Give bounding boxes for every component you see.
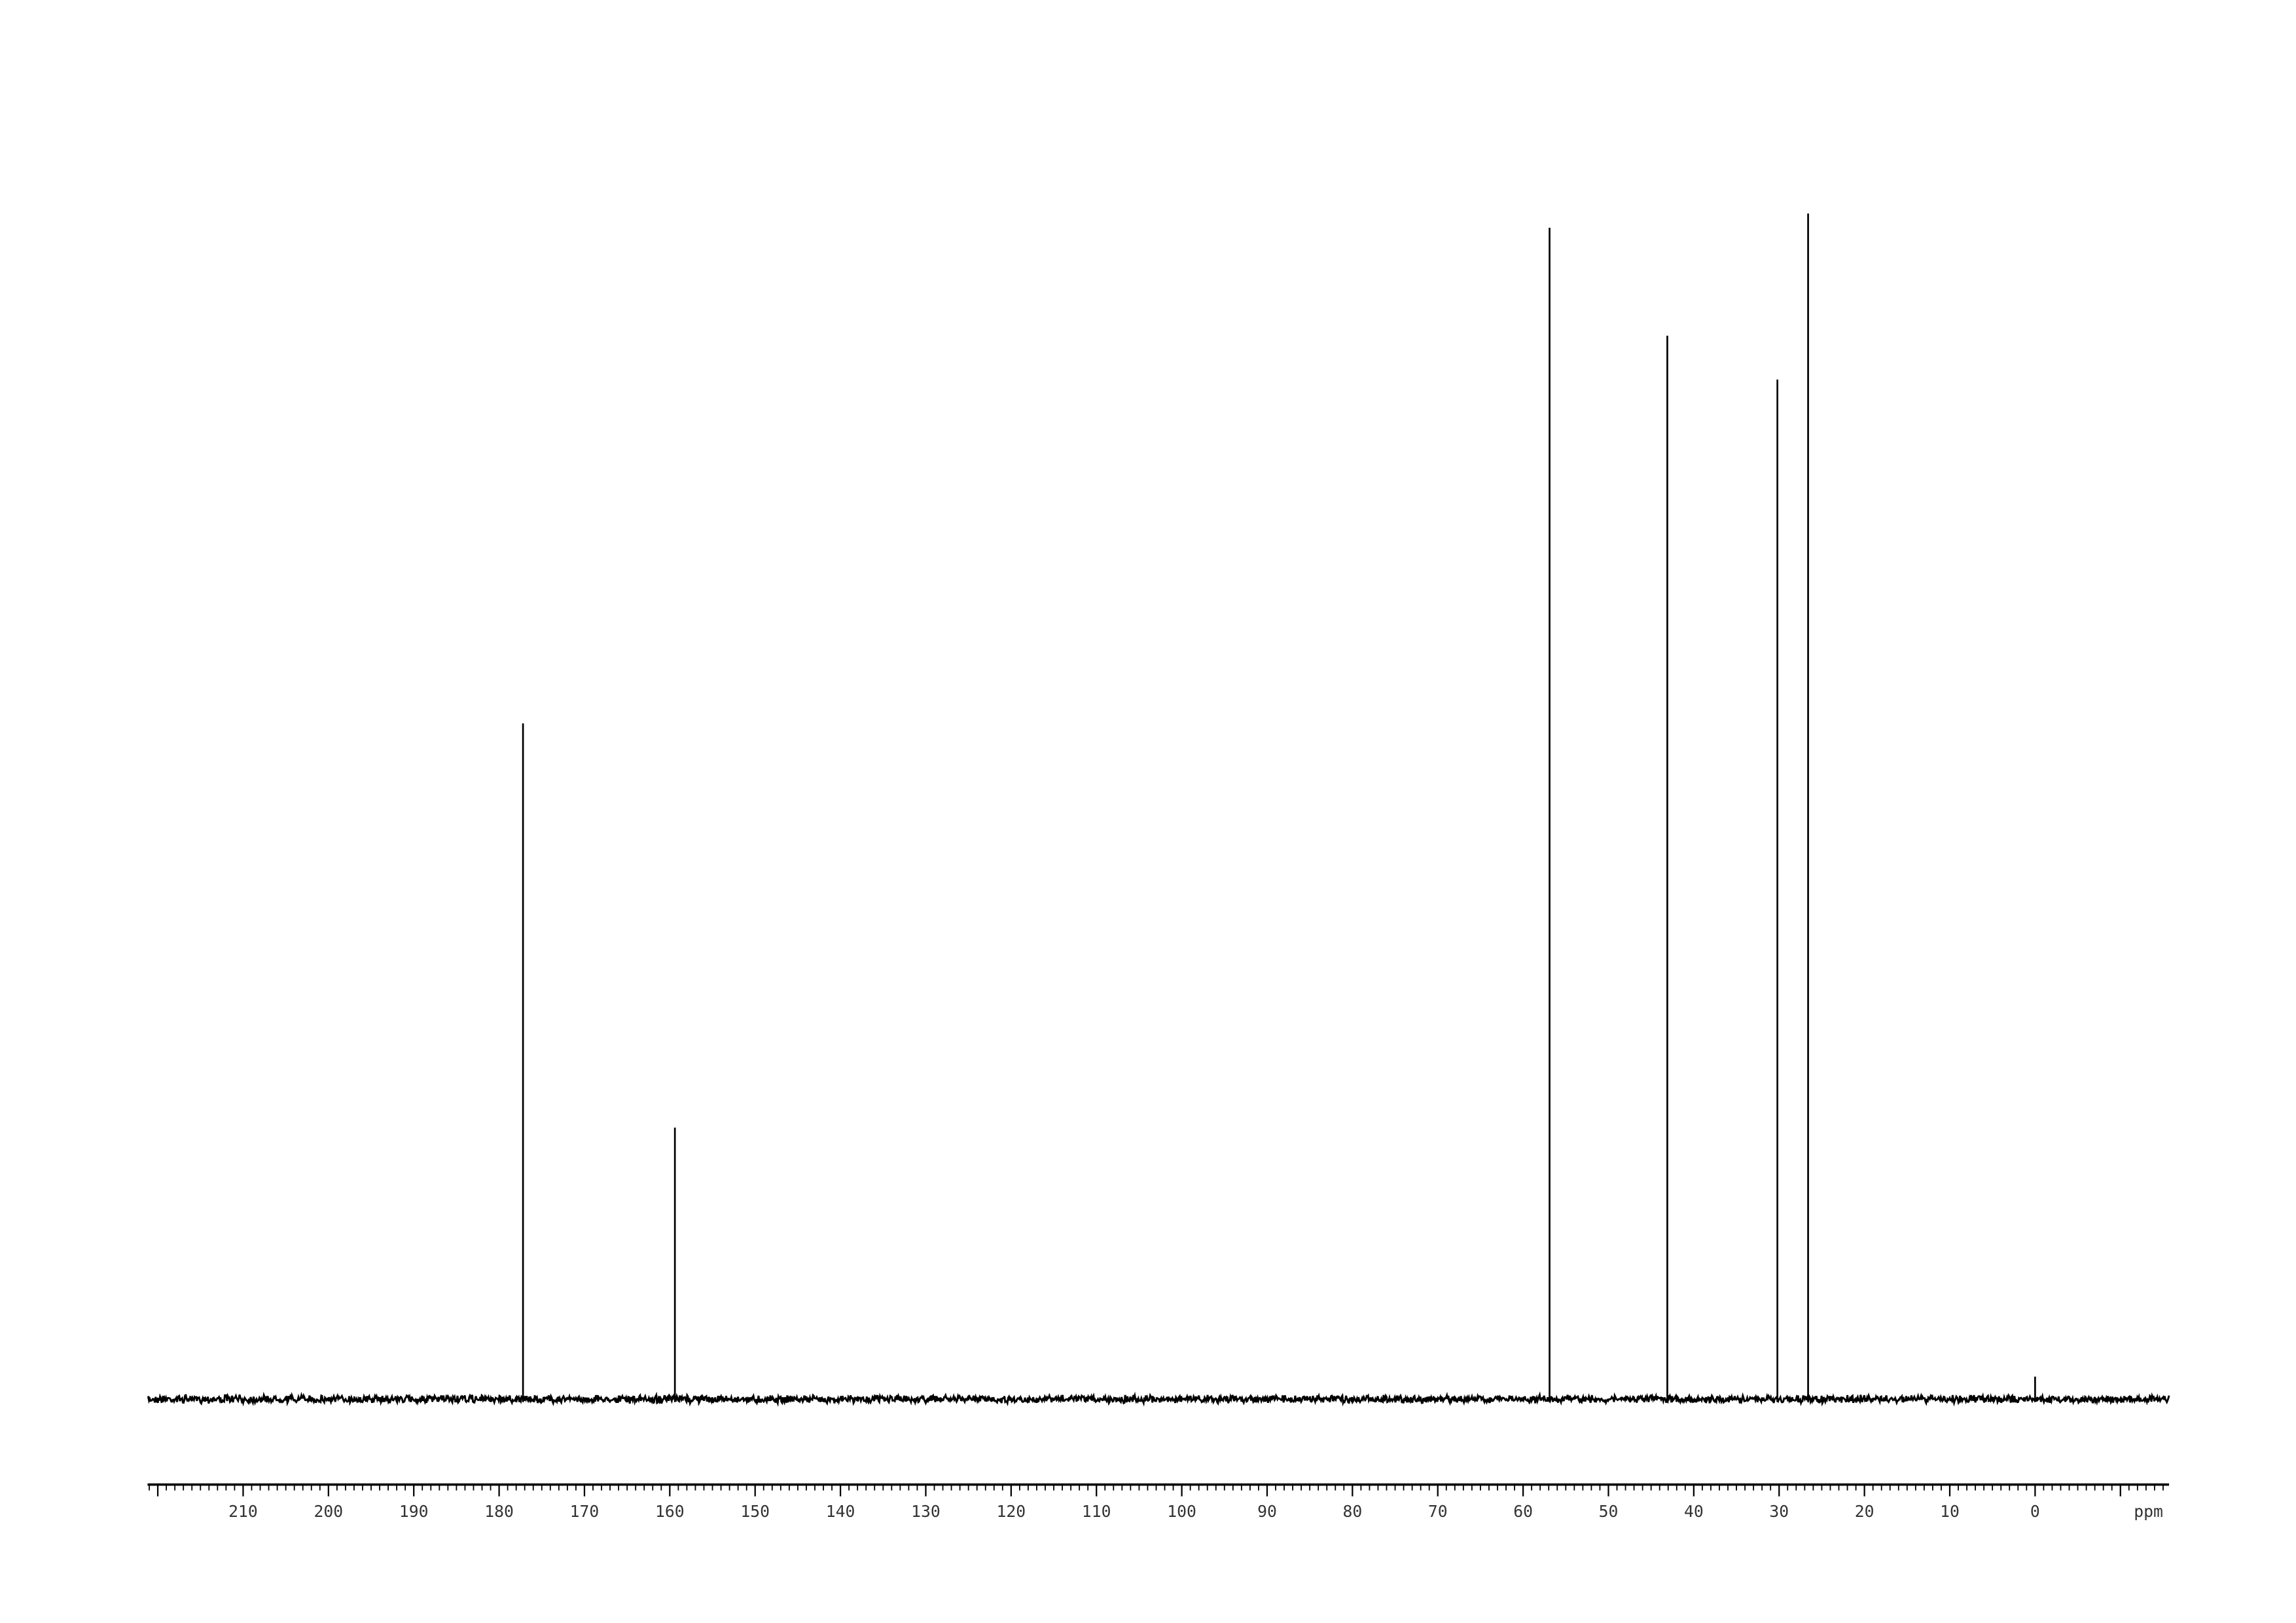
tick-label-70: 70 [1428, 1502, 1448, 1521]
tick-label-0: 0 [2030, 1502, 2040, 1521]
tick-label-90: 90 [1257, 1502, 1277, 1521]
tick-label-30: 30 [1769, 1502, 1789, 1521]
tick-label-140: 140 [826, 1502, 855, 1521]
tick-label-190: 190 [399, 1502, 429, 1521]
tick-label-130: 130 [911, 1502, 941, 1521]
tick-label-150: 150 [740, 1502, 770, 1521]
baseline-noise [147, 1391, 2170, 1407]
tick-label-160: 160 [655, 1502, 685, 1521]
tick-label-60: 60 [1513, 1502, 1533, 1521]
tick-label-100: 100 [1167, 1502, 1196, 1521]
tick-label-80: 80 [1342, 1502, 1362, 1521]
tick-label-120: 120 [997, 1502, 1026, 1521]
x-axis-label: ppm [2134, 1502, 2163, 1521]
x-axis: 210 200 190 180 170 160 150 140 130 120 110 100 90 80… [147, 1483, 2170, 1521]
tick-label-50: 50 [1599, 1502, 1619, 1521]
tick-label-20: 20 [1855, 1502, 1874, 1521]
tick-label-210: 210 [228, 1502, 258, 1521]
spectrum-trace [147, 213, 2170, 1407]
tick-label-40: 40 [1684, 1502, 1704, 1521]
tick-label-10: 10 [1940, 1502, 1960, 1521]
tick-label-200: 200 [314, 1502, 343, 1521]
tick-label-180: 180 [484, 1502, 514, 1521]
tick-label-170: 170 [570, 1502, 600, 1521]
tick-label-110: 110 [1082, 1502, 1111, 1521]
